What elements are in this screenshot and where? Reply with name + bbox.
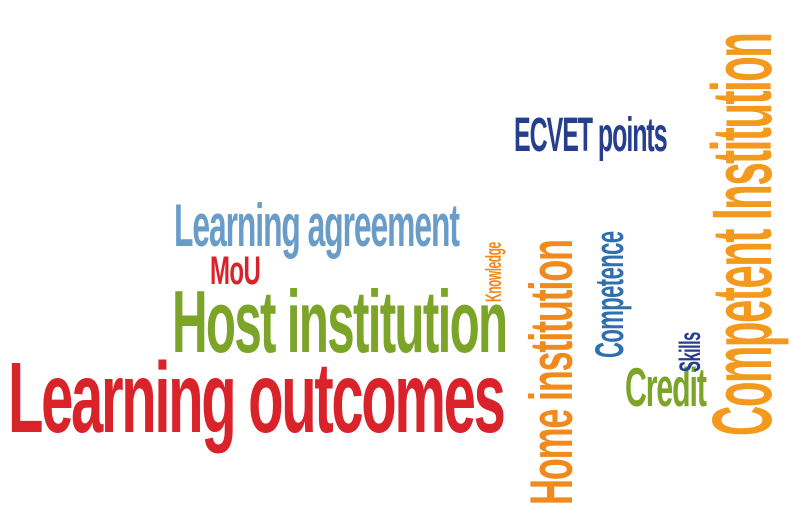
word-home-institution: Home institution <box>518 240 585 505</box>
word-mou: MoU <box>210 249 261 293</box>
word-learning-agreement: Learning agreement <box>174 192 460 259</box>
word-learning-outcomes: Learning outcomes <box>8 342 506 454</box>
word-knowledge: Knowledge <box>481 242 506 302</box>
word-credit: Credit <box>625 356 707 418</box>
word-ecvet-points: ECVET points <box>514 109 668 162</box>
word-competence: Competence <box>588 231 632 358</box>
word-competent-institution: Competent Institution <box>695 33 789 436</box>
word-skills: Skills <box>674 332 707 372</box>
word-host-institution: Host institution <box>172 272 508 371</box>
